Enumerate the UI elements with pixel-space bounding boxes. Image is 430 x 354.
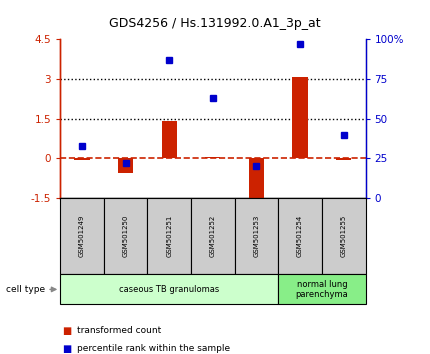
Bar <box>205 156 221 159</box>
Text: transformed count: transformed count <box>77 326 162 336</box>
Text: GSM501252: GSM501252 <box>210 215 216 257</box>
Bar <box>278 274 366 304</box>
Text: ■: ■ <box>62 326 72 336</box>
Bar <box>336 159 351 160</box>
Text: ■: ■ <box>62 344 72 354</box>
Text: GSM501255: GSM501255 <box>341 215 347 257</box>
Bar <box>147 198 191 274</box>
Bar <box>162 121 177 159</box>
Text: GSM501250: GSM501250 <box>123 215 129 257</box>
Bar <box>60 198 104 274</box>
Text: GSM501253: GSM501253 <box>253 215 259 257</box>
Bar <box>104 198 147 274</box>
Bar <box>191 198 235 274</box>
Bar <box>322 198 366 274</box>
Text: GDS4256 / Hs.131992.0.A1_3p_at: GDS4256 / Hs.131992.0.A1_3p_at <box>109 17 321 29</box>
Text: percentile rank within the sample: percentile rank within the sample <box>77 344 230 353</box>
Text: GSM501249: GSM501249 <box>79 215 85 257</box>
Text: normal lung
parenchyma: normal lung parenchyma <box>295 280 348 299</box>
Text: GSM501254: GSM501254 <box>297 215 303 257</box>
Text: caseous TB granulomas: caseous TB granulomas <box>119 285 219 294</box>
Text: GSM501251: GSM501251 <box>166 215 172 257</box>
Bar <box>60 274 278 304</box>
Bar <box>74 159 89 160</box>
Bar <box>278 198 322 274</box>
Bar <box>118 159 133 173</box>
Bar <box>249 159 264 200</box>
Bar <box>235 198 278 274</box>
Bar <box>292 78 308 159</box>
Text: cell type: cell type <box>6 285 45 294</box>
